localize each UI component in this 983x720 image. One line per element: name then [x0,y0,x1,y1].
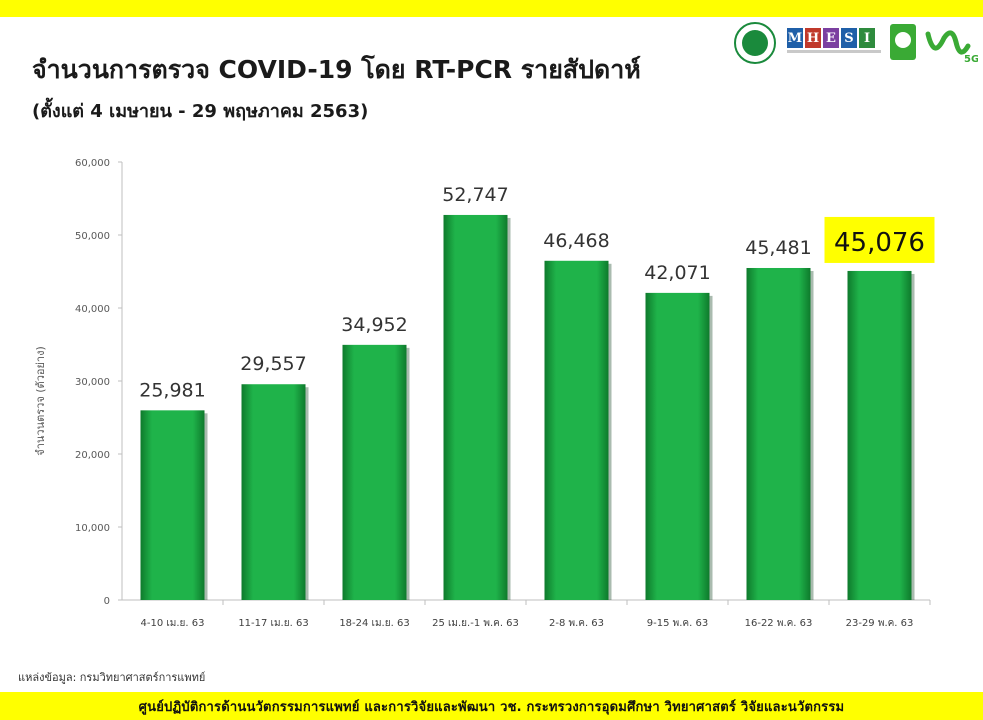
bar [645,292,710,600]
bar [140,410,205,600]
data-label: 45,076 [834,228,925,258]
bar [746,267,811,600]
x-tick-label: 9-15 พ.ค. 63 [647,618,708,629]
bar [847,270,912,600]
y-tick-label: 0 [104,596,110,607]
x-tick-label: 4-10 เม.ย. 63 [140,618,204,629]
bar [443,214,508,600]
top-accent-bar [0,0,983,17]
mhesi-letter: H [805,28,821,48]
chart-title: จำนวนการตรวจ COVID-19 โดย RT-PCR รายสัปด… [32,55,641,84]
data-label: 34,952 [341,314,407,336]
y-tick-label: 20,000 [75,450,110,461]
mhesi-letter: E [823,28,839,48]
data-label: 46,468 [543,230,609,252]
svg-text:5G: 5G [964,54,978,65]
mhesi-letter: S [841,28,857,48]
highlight-label-box [824,216,935,263]
mhesi-letter: I [859,28,875,48]
footer-credit-bar: ศูนย์ปฏิบัติการด้านนวัตกรรมการแพทย์ และก… [0,692,983,720]
bar-chart: 0 10,000 20,000 30,000 40,000 50,000 60,000 จำน… [34,158,935,629]
x-tick-label: 16-22 พ.ค. 63 [745,618,813,629]
data-label: 45,481 [745,237,811,259]
data-label: 29,557 [240,353,306,375]
x-tick-label: 23-29 พ.ค. 63 [846,618,914,629]
data-label: 25,981 [139,379,205,401]
y-tick-label: 10,000 [75,523,110,534]
bar [544,260,609,600]
bar [342,344,407,600]
y-tick-label: 40,000 [75,304,110,315]
data-label: 42,071 [644,262,710,284]
chart-subtitle: (ตั้งแต่ 4 เมษายน - 29 พฤษภาคม 2563) [32,101,369,122]
y-axis-title: จำนวนตรวจ (ตัวอย่าง) [34,346,47,456]
x-tick-label: 18-24 เม.ย. 63 [339,618,409,629]
data-label: 52,747 [442,184,508,206]
nrct-logo-icon [890,24,916,60]
nrct-anniversary-logo-icon: 5G [925,30,978,65]
mhesi-caption-line [787,50,881,53]
x-tick-label: 2-8 พ.ค. 63 [549,618,604,629]
y-tick-label: 50,000 [75,231,110,242]
y-tick-label: 60,000 [75,158,110,169]
department-medical-sciences-logo-icon [734,22,776,64]
bar [241,384,306,600]
x-tick-label: 25 เม.ย.-1 พ.ค. 63 [432,618,519,629]
x-tick-label: 11-17 เม.ย. 63 [238,618,308,629]
mhesi-letter: M [787,28,803,48]
y-tick-label: 30,000 [75,377,110,388]
data-source-note: แหล่งข้อมูล: กรมวิทยาศาสตร์การแพทย์ [18,671,206,684]
